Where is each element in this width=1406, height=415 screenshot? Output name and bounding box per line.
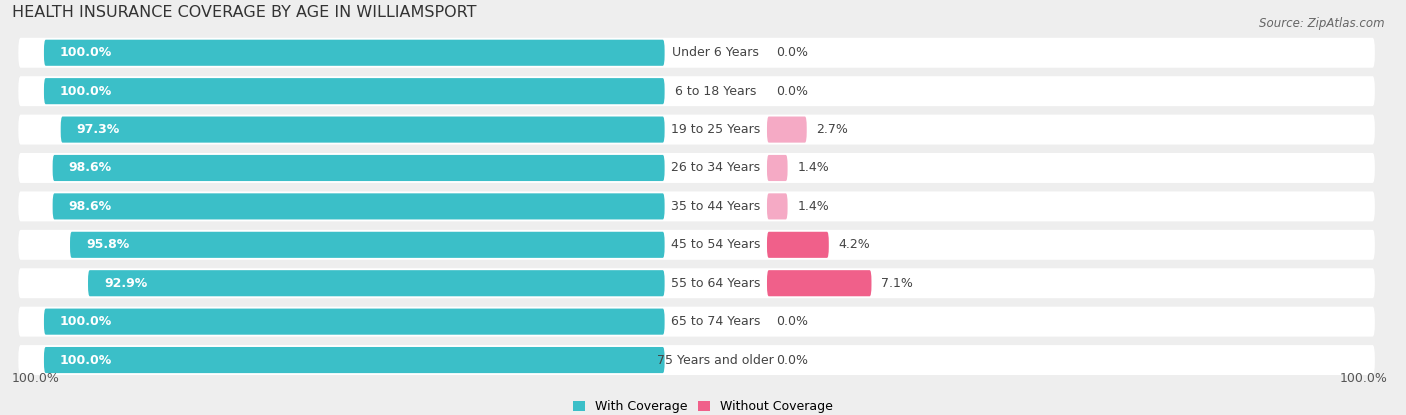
FancyBboxPatch shape [18,153,1375,183]
Text: 6 to 18 Years: 6 to 18 Years [675,85,756,98]
Text: 1.4%: 1.4% [797,161,830,174]
Text: 4.2%: 4.2% [838,238,870,251]
Text: 100.0%: 100.0% [60,46,112,59]
FancyBboxPatch shape [60,117,665,143]
FancyBboxPatch shape [18,230,1375,260]
FancyBboxPatch shape [89,270,665,296]
Text: 100.0%: 100.0% [60,85,112,98]
FancyBboxPatch shape [18,345,1375,375]
Text: 0.0%: 0.0% [776,315,808,328]
FancyBboxPatch shape [44,78,665,104]
Text: 35 to 44 Years: 35 to 44 Years [671,200,761,213]
Legend: With Coverage, Without Coverage: With Coverage, Without Coverage [572,400,834,413]
Text: 100.0%: 100.0% [60,354,112,366]
FancyBboxPatch shape [768,270,872,296]
Text: 0.0%: 0.0% [776,46,808,59]
FancyBboxPatch shape [18,115,1375,144]
Text: 7.1%: 7.1% [882,277,912,290]
Text: 65 to 74 Years: 65 to 74 Years [671,315,761,328]
FancyBboxPatch shape [768,193,787,220]
Text: 92.9%: 92.9% [104,277,148,290]
FancyBboxPatch shape [18,191,1375,221]
Text: Under 6 Years: Under 6 Years [672,46,759,59]
Text: 0.0%: 0.0% [776,354,808,366]
Text: 75 Years and older: 75 Years and older [658,354,775,366]
Text: 55 to 64 Years: 55 to 64 Years [671,277,761,290]
FancyBboxPatch shape [44,347,665,373]
FancyBboxPatch shape [18,76,1375,106]
Text: 100.0%: 100.0% [13,372,60,385]
Text: 100.0%: 100.0% [60,315,112,328]
Text: 2.7%: 2.7% [817,123,848,136]
Text: 45 to 54 Years: 45 to 54 Years [671,238,761,251]
Text: 97.3%: 97.3% [77,123,120,136]
FancyBboxPatch shape [52,155,665,181]
Text: 0.0%: 0.0% [776,85,808,98]
Text: 26 to 34 Years: 26 to 34 Years [671,161,761,174]
FancyBboxPatch shape [44,309,665,334]
FancyBboxPatch shape [768,117,807,143]
FancyBboxPatch shape [768,232,828,258]
FancyBboxPatch shape [70,232,665,258]
FancyBboxPatch shape [768,155,787,181]
Text: 1.4%: 1.4% [797,200,830,213]
FancyBboxPatch shape [18,268,1375,298]
Text: 100.0%: 100.0% [1340,372,1388,385]
Text: 98.6%: 98.6% [69,200,111,213]
Text: HEALTH INSURANCE COVERAGE BY AGE IN WILLIAMSPORT: HEALTH INSURANCE COVERAGE BY AGE IN WILL… [13,5,477,20]
FancyBboxPatch shape [44,40,665,66]
FancyBboxPatch shape [18,307,1375,337]
Text: Source: ZipAtlas.com: Source: ZipAtlas.com [1260,17,1385,29]
FancyBboxPatch shape [18,38,1375,68]
FancyBboxPatch shape [52,193,665,220]
Text: 98.6%: 98.6% [69,161,111,174]
Text: 19 to 25 Years: 19 to 25 Years [671,123,761,136]
Text: 95.8%: 95.8% [86,238,129,251]
